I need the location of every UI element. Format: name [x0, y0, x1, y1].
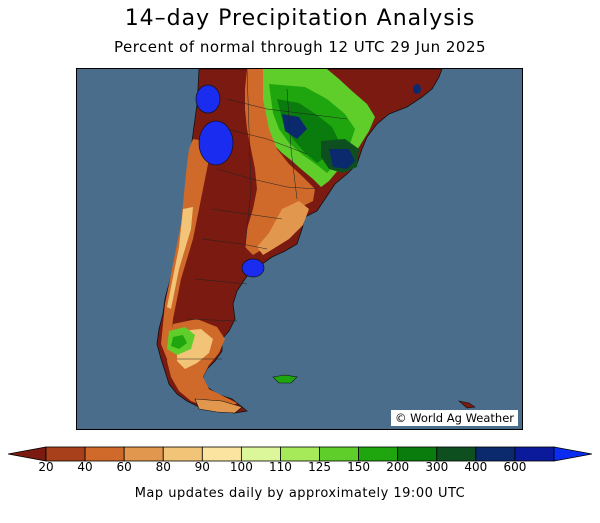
- legend-swatch: [436, 446, 477, 462]
- legend-swatch: [514, 446, 555, 462]
- province-borders: [177, 69, 348, 360]
- legend-label: 110: [269, 460, 292, 474]
- wet-blob-chile-central: [198, 120, 234, 166]
- legend-label: 100: [229, 460, 253, 474]
- legend-swatch: [84, 446, 125, 462]
- copyright-credit: © World Ag Weather: [390, 410, 518, 426]
- legend-label: 200: [386, 460, 410, 474]
- update-note: Map updates daily by approximately 19:00…: [134, 486, 466, 501]
- legend-label: 20: [38, 460, 54, 474]
- legend-label: 90: [194, 460, 210, 474]
- map-subtitle: Percent of normal through 12 UTC 29 Jun …: [113, 38, 487, 56]
- legend-label: 600: [503, 460, 527, 474]
- precipitation-map: © World Ag Weather: [76, 68, 523, 430]
- wet-blob-northeast: [413, 84, 421, 94]
- legend-swatch: [475, 446, 516, 462]
- legend-swatch-high: [553, 446, 592, 462]
- legend-colorbar: [8, 446, 592, 462]
- patagonia-darkgreen: [171, 335, 187, 349]
- wet-zone-west-blue: [282, 114, 307, 139]
- legend-label: 80: [155, 460, 171, 474]
- legend-swatch: [240, 446, 281, 462]
- legend-swatch: [162, 446, 203, 462]
- legend-label: 60: [116, 460, 132, 474]
- legend-label: 40: [77, 460, 93, 474]
- legend-labels: 20 40 60 80 90 100 110 125 150 200 300 400 600: [0, 460, 600, 476]
- andes-tan: [167, 207, 193, 309]
- moderate-zone-tan: [257, 201, 309, 255]
- legend-swatch: [358, 446, 399, 462]
- legend-swatch: [280, 446, 320, 462]
- legend-swatch: [123, 446, 164, 462]
- wet-blob-chile-north: [195, 84, 221, 114]
- falkland-islands: [272, 374, 298, 384]
- tierra-del-fuego: [194, 398, 243, 414]
- wet-zone-navy: [329, 149, 355, 169]
- legend-swatch-low: [8, 446, 47, 462]
- legend-label: 150: [347, 460, 371, 474]
- legend-label: 300: [425, 460, 449, 474]
- legend-swatch: [319, 446, 360, 462]
- legend-label: 125: [308, 460, 331, 474]
- map-title: 14–day Precipitation Analysis: [124, 6, 476, 31]
- south-georgia: [457, 400, 476, 409]
- legend-swatch: [201, 446, 242, 462]
- wet-blob-coast: [241, 258, 265, 278]
- legend-swatch: [397, 446, 438, 462]
- legend-label: 400: [464, 460, 488, 474]
- legend-swatch: [45, 446, 86, 462]
- map-canvas: [77, 69, 522, 429]
